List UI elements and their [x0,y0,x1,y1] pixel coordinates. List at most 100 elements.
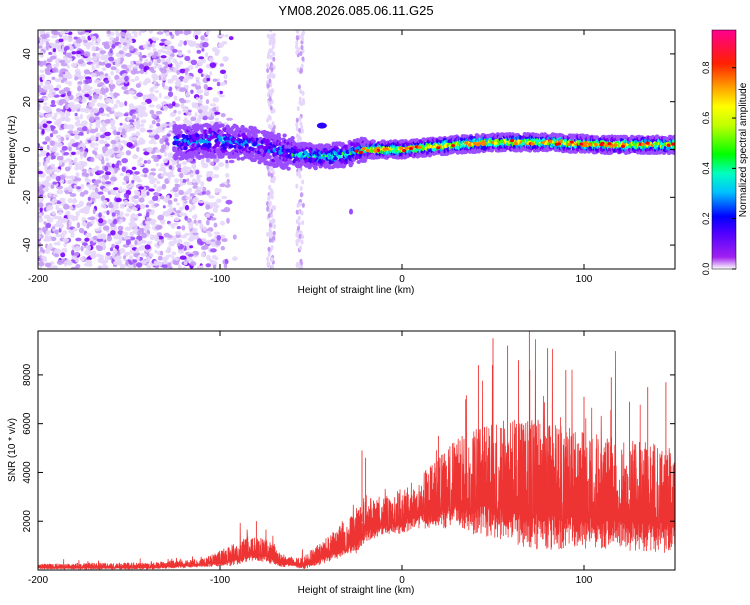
noise-cell [155,104,162,109]
noise-cell [79,113,83,120]
noise-cell [51,226,56,230]
noise-cell [148,104,155,108]
noise-cell [108,201,113,208]
noise-cell [180,167,188,173]
noise-cell [138,197,145,203]
noise-cell [54,78,62,82]
noise-cell [78,76,85,80]
noise-cell [42,194,47,199]
noise-cell [192,250,199,256]
noise-cell [89,141,96,148]
ridge-cell [286,148,291,153]
noise-cell [50,184,55,189]
noise-cell [176,62,180,67]
streak-cell [270,213,274,219]
noise-cell [139,69,145,75]
noise-cell [44,113,51,118]
noise-cell [88,249,92,255]
noise-cell [86,184,93,188]
noise-cell [161,144,167,150]
noise-cell [170,34,175,40]
noise-cell [38,229,43,235]
noise-cell [132,175,137,182]
ridge-cell [244,143,249,148]
noise-cell [90,191,98,197]
noise-cell [115,68,120,74]
noise-cell [217,162,225,168]
streak-cell [269,62,273,67]
noise-cell [65,210,71,216]
noise-cell [93,228,101,232]
noise-cell [104,94,108,98]
noise-cell [105,171,112,176]
noise-cell [188,187,193,193]
noise-cell [159,42,165,46]
noise-cell [163,232,170,238]
streak-cell [301,128,304,134]
noise-cell [179,178,183,183]
streak-cell [270,245,274,250]
noise-cell [182,178,187,183]
noise-cell [45,126,51,132]
streak-cell [270,66,274,72]
noise-cell [205,157,211,163]
noise-cell [195,96,199,101]
noise-cell [194,189,202,194]
noise-cell [172,58,177,64]
ridge-cell [207,142,212,147]
noise-cell [39,69,45,73]
noise-cell [75,215,79,221]
noise-cell [145,256,151,262]
noise-cell [190,261,197,267]
noise-cell [154,134,160,140]
noise-cell [38,173,41,178]
noise-cell [114,136,121,141]
streak-cell [267,171,271,177]
noise-cell [205,190,211,196]
noise-cell [205,219,210,226]
noise-cell [200,58,206,64]
noise-cell [162,256,168,263]
noise-cell [137,162,144,167]
noise-cell [104,175,110,180]
noise-cell [69,45,74,52]
noise-cell [196,186,204,191]
noise-cell [84,76,92,80]
noise-cell [71,143,79,148]
noise-cell [97,265,104,269]
noise-cell [41,128,45,135]
noise-cell [132,136,137,141]
noise-cell [58,227,62,233]
noise-cell [95,179,102,184]
noise-cell [67,130,75,134]
noise-cell [125,251,131,256]
noise-cell [84,107,90,114]
noise-cell [188,256,193,261]
streak-cell [270,33,274,39]
noise-cell [43,186,49,192]
noise-cell [50,163,56,168]
ridge-cell [201,139,206,144]
noise-cell [135,131,140,136]
streak-cell [301,220,305,226]
noise-cell [224,34,229,38]
streak-cell [301,36,304,42]
noise-cell [121,158,128,164]
noise-cell [59,179,65,184]
noise-cell [65,179,73,185]
noise-cell [111,31,115,36]
noise-cell [110,106,115,112]
noise-cell [43,97,48,101]
noise-cell [154,90,159,93]
noise-cell [94,142,99,147]
noise-cell [180,234,187,239]
noise-cell [38,161,41,167]
noise-cell [119,122,123,126]
noise-cell [195,65,199,69]
noise-cell [100,134,105,139]
noise-cell [195,80,201,86]
ridge-cell [258,136,263,141]
noise-cell [140,191,147,198]
noise-cell [143,160,148,164]
streak-cell [268,185,272,191]
